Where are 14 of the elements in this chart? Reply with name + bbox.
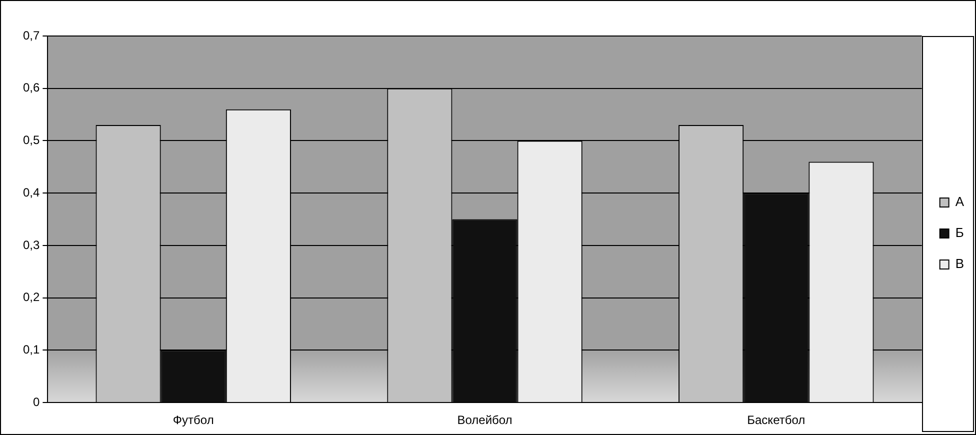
y-tick-label: 0,5 [22,133,40,148]
y-tick-label: 0,6 [22,80,40,95]
y-tick-label: 0,4 [22,185,40,200]
legend-label: Б [955,225,964,240]
legend-label: В [955,256,964,272]
x-tick-label: Волейбол [457,413,512,428]
x-tick-label: Баскетбол [747,413,806,428]
y-tick-label: 0,1 [22,342,40,357]
legend-label: А [955,194,964,210]
y-tick-label: 0 [32,394,40,409]
y-tick-label: 0,7 [22,28,40,42]
y-tick-label: 0,2 [22,290,40,304]
x-tick-label: Футбол [172,413,214,428]
y-tick-label: 0,3 [22,238,40,252]
